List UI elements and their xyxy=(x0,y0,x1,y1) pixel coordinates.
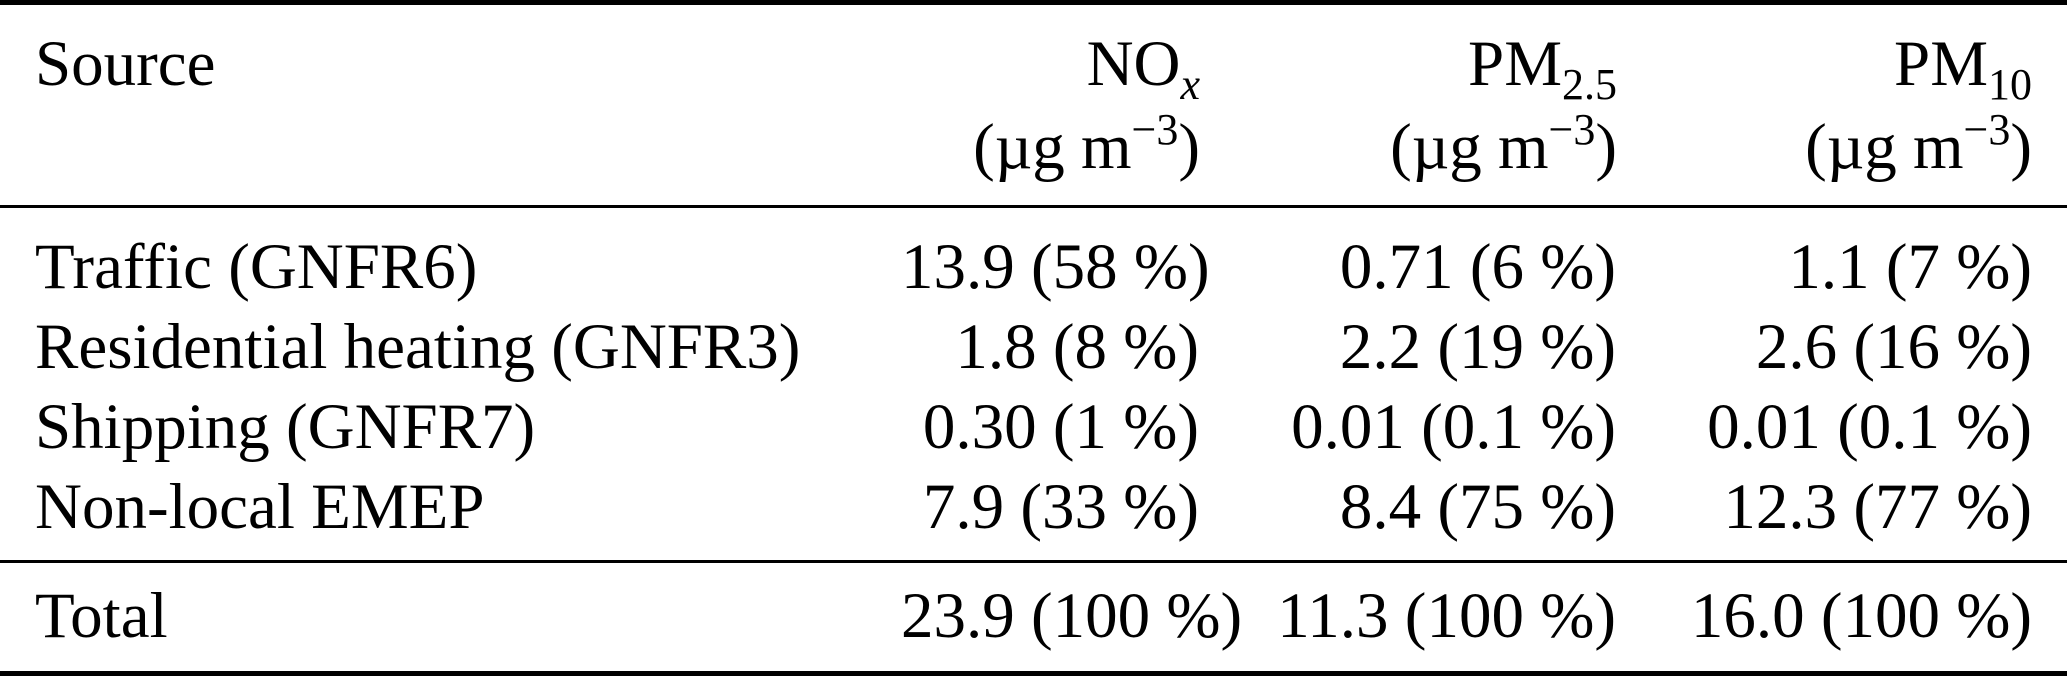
pm10-unit-suffix: ) xyxy=(2010,111,2032,183)
table-header: Source NOx (µg m−3) PM2.5 (µg m−3) PM10 … xyxy=(0,2,2067,208)
pm25-unit-suffix: ) xyxy=(1595,111,1617,183)
source-header-label: Source xyxy=(35,28,216,100)
pm10-header-label: PM10 xyxy=(1617,25,2032,107)
pm25-value-cell: 2.2 (19 %) xyxy=(1339,311,1616,383)
nox-unit-suffix: ) xyxy=(1178,111,1200,183)
nox-value-cell: 13.9 (58 %) xyxy=(901,231,1210,303)
column-header-source: Source xyxy=(0,2,900,208)
nox-unit-exponent: −3 xyxy=(1131,105,1179,154)
total-label-cell: Total xyxy=(0,560,900,674)
nox-value-cell: 0.30 (1 %) xyxy=(922,391,1199,463)
table-row-traffic: Traffic (GNFR6) 13.9 (58 %) 0.71 (6 %) 1… xyxy=(0,207,2067,308)
table-row-residential-heating: Residential heating (GNFR3) 1.8 (8 %) 2.… xyxy=(0,307,2067,387)
column-header-nox: NOx (µg m−3) xyxy=(900,2,1200,208)
header-row: Source NOx (µg m−3) PM2.5 (µg m−3) PM10 … xyxy=(0,2,2067,208)
pm10-name: PM xyxy=(1894,28,1988,100)
pm25-subscript: 2.5 xyxy=(1562,60,1617,109)
table-body: Traffic (GNFR6) 13.9 (58 %) 0.71 (6 %) 1… xyxy=(0,207,2067,562)
total-pm10-cell: 16.0 (100 %) xyxy=(1617,560,2067,674)
source-cell: Non-local EMEP xyxy=(35,471,485,543)
column-header-pm10: PM10 (µg m−3) xyxy=(1617,2,2067,208)
pm10-unit-exponent: −3 xyxy=(1963,105,2011,154)
pm25-value-cell: 0.01 (0.1 %) xyxy=(1291,391,1616,463)
nox-value-cell: 1.8 (8 %) xyxy=(955,311,1199,383)
source-cell: Shipping (GNFR7) xyxy=(35,391,536,463)
pm25-name: PM xyxy=(1468,28,1562,100)
pm10-value-cell: 2.6 (16 %) xyxy=(1755,311,2032,383)
nox-subscript: x xyxy=(1180,60,1200,109)
source-cell: Traffic (GNFR6) xyxy=(35,231,478,303)
nox-unit-label: (µg m−3) xyxy=(900,103,1200,191)
pm10-unit-label: (µg m−3) xyxy=(1617,103,2032,191)
pm25-value-cell: 0.71 (6 %) xyxy=(1339,231,1616,303)
pm25-unit-prefix: (µg m xyxy=(1390,111,1549,183)
pm10-value-cell: 1.1 (7 %) xyxy=(1788,231,2032,303)
pm10-subscript: 10 xyxy=(1988,60,2032,109)
nox-name: NO xyxy=(1086,28,1181,100)
pm25-value-cell: 8.4 (75 %) xyxy=(1339,471,1616,543)
pm25-unit-exponent: −3 xyxy=(1548,105,1596,154)
total-pm25-cell: 11.3 (100 %) xyxy=(1200,560,1617,674)
pm10-unit-prefix: (µg m xyxy=(1805,111,1964,183)
nox-unit-prefix: (µg m xyxy=(973,111,1132,183)
nox-header-label: NOx xyxy=(900,25,1200,107)
nox-value-cell: 7.9 (33 %) xyxy=(922,471,1199,543)
total-nox-cell: 23.9 (100 %) xyxy=(900,560,1242,674)
pm25-unit-label: (µg m−3) xyxy=(1200,103,1617,191)
pm25-header-label: PM2.5 xyxy=(1200,25,1617,107)
table-row-shipping: Shipping (GNFR7) 0.30 (1 %) 0.01 (0.1 %)… xyxy=(0,387,2067,467)
source-cell: Residential heating (GNFR3) xyxy=(35,311,801,383)
pm10-value-cell: 12.3 (77 %) xyxy=(1723,471,2032,543)
pm10-value-cell: 0.01 (0.1 %) xyxy=(1707,391,2032,463)
table-total-section: Total 23.9 (100 %) 11.3 (100 %) 16.0 (10… xyxy=(0,560,2067,674)
table-row-total: Total 23.9 (100 %) 11.3 (100 %) 16.0 (10… xyxy=(0,560,2067,674)
column-header-pm25: PM2.5 (µg m−3) xyxy=(1200,2,1617,208)
table-row-non-local-emep: Non-local EMEP 7.9 (33 %) 8.4 (75 %) 12.… xyxy=(0,467,2067,562)
